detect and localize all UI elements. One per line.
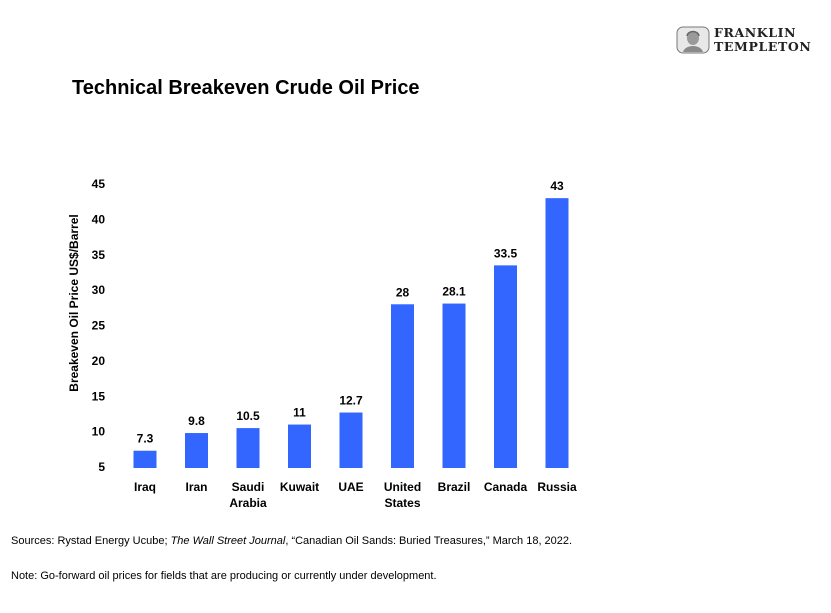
y-tick-label: 40 — [92, 212, 106, 226]
franklin-portrait-seal-icon — [676, 26, 710, 54]
value-label: 7.3 — [137, 432, 154, 446]
y-tick-label: 10 — [92, 425, 106, 439]
value-labels: 7.3 9.8 10.5 11 12.7 28 28.1 33.5 43 — [137, 179, 564, 446]
y-tick-label: 45 — [92, 177, 106, 191]
bar — [133, 450, 157, 468]
y-tick-label: 5 — [98, 460, 105, 474]
y-axis-label: Breakeven Oil Price US$/Barrel — [67, 214, 81, 391]
bar-chart: 5 10 15 20 25 30 35 40 45 7.3 9.8 10.5 11 12.7 28 28.1… — [67, 177, 577, 510]
footnote: Note: Go-forward oil prices for fields t… — [11, 570, 437, 582]
category-label: Kuwait — [280, 480, 319, 494]
category-label: Brazil — [438, 480, 471, 494]
value-label: 11 — [293, 406, 306, 420]
bar — [339, 412, 363, 468]
category-label: Iran — [185, 480, 207, 494]
y-tick-label: 30 — [92, 283, 106, 297]
bar — [545, 198, 569, 468]
value-label: 33.5 — [494, 246, 518, 260]
source-prefix: Sources: Rystad Energy Ucube; — [11, 535, 171, 547]
bar — [185, 433, 208, 468]
category-label: Russia — [537, 480, 577, 494]
category-label: Saudi Arabia — [229, 480, 267, 510]
category-label: Canada — [484, 480, 528, 494]
y-tick-label: 25 — [92, 319, 106, 333]
y-tick-label: 20 — [92, 354, 106, 368]
bar — [236, 428, 260, 468]
chart-title: Technical Breakeven Crude Oil Price — [72, 77, 420, 99]
category-labels: Iraq Iran Saudi Arabia Kuwait UAE United States… — [134, 480, 577, 510]
bar — [442, 303, 466, 468]
bar — [288, 424, 311, 468]
value-label: 12.7 — [339, 394, 363, 408]
brand-name: FRANKLIN TEMPLETON — [714, 26, 811, 54]
value-label: 43 — [550, 179, 564, 193]
y-tick-label: 35 — [92, 248, 106, 262]
value-label: 28.1 — [442, 285, 466, 299]
bars — [133, 198, 569, 468]
franklin-templeton-logo: FRANKLIN TEMPLETON — [676, 24, 826, 56]
category-label: UAE — [338, 480, 363, 494]
source-publication: The Wall Street Journal — [170, 535, 286, 547]
value-label: 28 — [396, 285, 410, 299]
bar — [391, 304, 414, 468]
brand-line-2: TEMPLETON — [714, 39, 812, 54]
y-axis-ticks: 5 10 15 20 25 30 35 40 45 — [92, 177, 106, 474]
category-label: Iraq — [134, 480, 156, 494]
value-label: 9.8 — [188, 414, 205, 428]
source-note: Sources: Rystad Energy Ucube; The Wall S… — [11, 535, 572, 547]
source-suffix: , “Canadian Oil Sands: Buried Treasures,… — [285, 535, 573, 547]
brand-line-1: FRANKLIN — [714, 25, 797, 40]
y-tick-label: 15 — [92, 389, 106, 403]
category-label: United States — [384, 480, 421, 510]
value-label: 10.5 — [236, 409, 260, 423]
bar — [494, 265, 517, 468]
